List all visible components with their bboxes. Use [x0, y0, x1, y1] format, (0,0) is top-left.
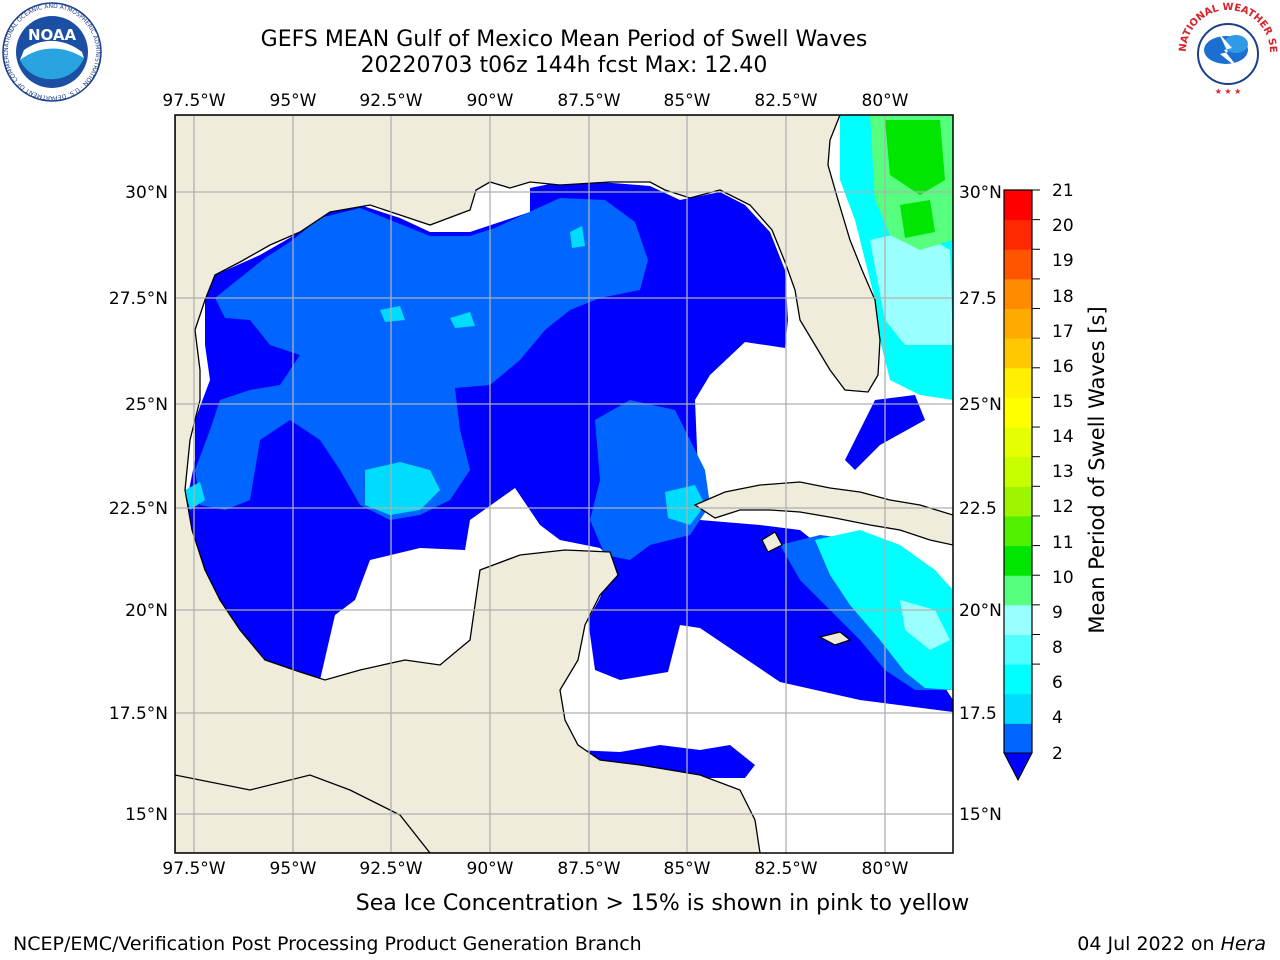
colorbar-segment: [1004, 309, 1032, 339]
lon-label-top: 90°W: [467, 91, 514, 111]
sea-ice-note: Sea Ice Concentration > 15% is shown in …: [175, 891, 1150, 916]
colorbar-tick: 14: [1052, 427, 1074, 447]
colorbar-tick: 13: [1052, 462, 1074, 482]
colorbar-tick: 9: [1052, 603, 1063, 623]
lon-labels-top: 97.5°W 95°W 92.5°W 90°W 87.5°W 85°W 82.5…: [162, 91, 908, 111]
lon-labels-bottom: 97.5°W 95°W 92.5°W 90°W 87.5°W 85°W 82.5…: [162, 859, 908, 879]
colorbar-segment: [1004, 516, 1032, 546]
colorbar-tick: 10: [1052, 568, 1074, 588]
colorbar-segment: [1004, 664, 1032, 694]
colorbar-label: Mean Period of Swell Waves [s]: [1085, 306, 1109, 633]
lat-label-right: 20°N: [959, 601, 1002, 621]
colorbar-segment: [1004, 546, 1032, 576]
colorbar-segment: [1004, 338, 1032, 368]
colorbar-tick: 16: [1052, 357, 1074, 377]
lon-label-bottom: 90°W: [467, 859, 514, 879]
colorbar-segment: [1004, 368, 1032, 398]
lat-label-right: 30°N: [959, 183, 1002, 203]
colorbar-segment: [1004, 220, 1032, 250]
lon-label-top: 80°W: [862, 91, 909, 111]
lat-label-left: 15°N: [125, 805, 168, 825]
lat-label-right: 17.5: [959, 704, 997, 724]
colorbar-segment: [1004, 605, 1032, 635]
colorbar-tick: 4: [1052, 708, 1063, 728]
lon-label-bottom: 97.5°W: [162, 859, 225, 879]
colorbar-segment: [1004, 723, 1032, 753]
colorbar-segment: [1004, 634, 1032, 664]
lat-label-left: 17.5°N: [109, 704, 168, 724]
colorbar-tick: 21: [1052, 181, 1074, 201]
lat-label-left: 25°N: [125, 395, 168, 415]
colorbar-segment: [1004, 486, 1032, 516]
lat-label-left: 22.5°N: [109, 499, 168, 519]
colorbar-segment: [1004, 190, 1032, 220]
colorbar-segment: [1004, 249, 1032, 279]
date-text: 04 Jul 2022 on: [1077, 933, 1214, 955]
colorbar-tick: 20: [1052, 216, 1074, 236]
colorbar-segment: [1004, 279, 1032, 309]
machine-name: Hera: [1221, 933, 1266, 955]
map-area: [175, 115, 953, 853]
lat-label-right: 27.5: [959, 289, 997, 309]
lat-label-left: 30°N: [125, 183, 168, 203]
colorbar-segment: [1004, 427, 1032, 457]
lon-label-top: 82.5°W: [754, 91, 817, 111]
credit-line: NCEP/EMC/Verification Post Processing Pr…: [13, 933, 642, 955]
colorbar-tick: 18: [1052, 287, 1074, 307]
colorbar-ticks: 21 20 19 18 17 16 15 14 13 12 11 10 9 8 …: [1052, 181, 1074, 764]
lat-label-left: 20°N: [125, 601, 168, 621]
lat-label-left: 27.5°N: [109, 289, 168, 309]
colorbar-tick: 2: [1052, 744, 1063, 764]
lon-label-bottom: 87.5°W: [557, 859, 620, 879]
lon-label-top: 87.5°W: [557, 91, 620, 111]
colorbar-segment: [1004, 575, 1032, 605]
colorbar-tick: 6: [1052, 673, 1063, 693]
colorbar-tick: 19: [1052, 251, 1074, 271]
date-line: 04 Jul 2022 on Hera: [1077, 933, 1266, 955]
colorbar-extend-arrow: [1004, 753, 1032, 780]
colorbar-tick: 17: [1052, 322, 1074, 342]
lon-label-bottom: 85°W: [664, 859, 711, 879]
colorbar-tick: 11: [1052, 533, 1074, 553]
colorbar-tick: 8: [1052, 638, 1063, 658]
lat-labels-right: 30°N 27.5 25°N 22.5 20°N 17.5 15°N: [959, 183, 1002, 825]
lat-label-right: 22.5: [959, 499, 997, 519]
colorbar-tick: 15: [1052, 392, 1074, 412]
lat-label-right: 15°N: [959, 805, 1002, 825]
lon-label-bottom: 80°W: [862, 859, 909, 879]
lon-label-top: 95°W: [270, 91, 317, 111]
lon-label-top: 85°W: [664, 91, 711, 111]
lon-label-bottom: 95°W: [270, 859, 317, 879]
colorbar-segment: [1004, 694, 1032, 724]
colorbar-segment: [1004, 397, 1032, 427]
lat-labels-left: 30°N 27.5°N 25°N 22.5°N 20°N 17.5°N 15°N: [109, 183, 168, 825]
swell-field-atlantic-bright-green-2: [900, 200, 935, 238]
lon-label-bottom: 92.5°W: [359, 859, 422, 879]
lon-label-top: 97.5°W: [162, 91, 225, 111]
colorbar: [1004, 190, 1040, 780]
colorbar-segment: [1004, 457, 1032, 487]
colorbar-tick: 12: [1052, 497, 1074, 517]
lat-label-right: 25°N: [959, 395, 1002, 415]
lon-label-top: 92.5°W: [359, 91, 422, 111]
lon-label-bottom: 82.5°W: [754, 859, 817, 879]
